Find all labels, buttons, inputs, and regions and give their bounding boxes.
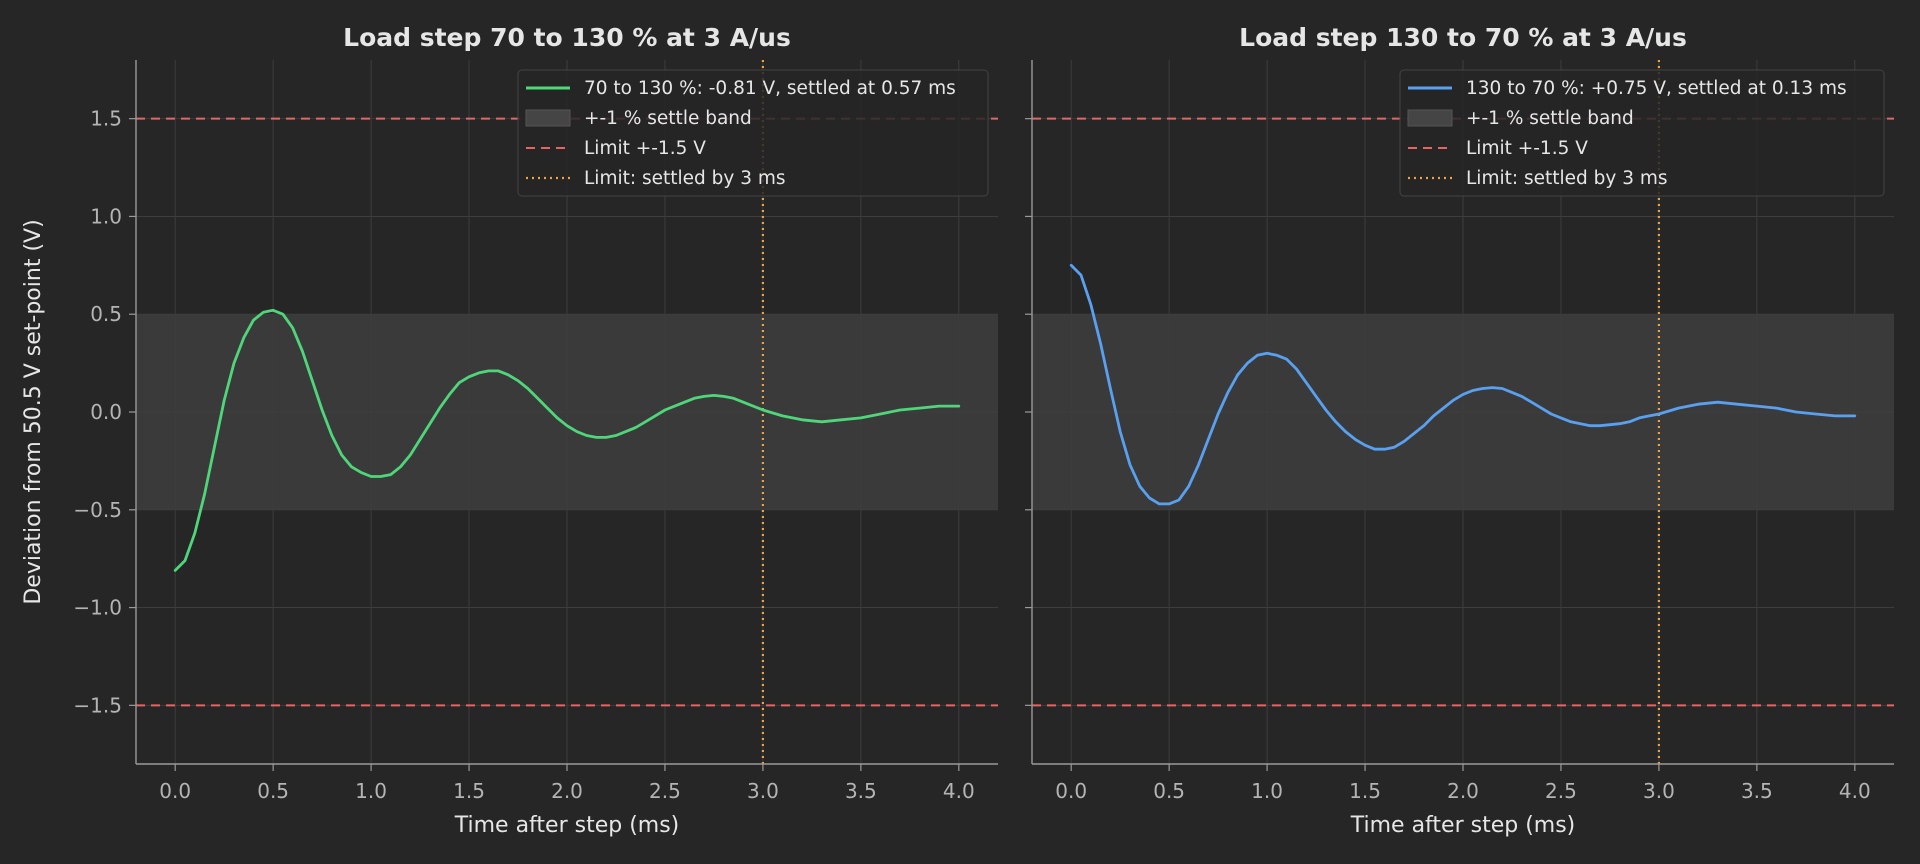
legend-box	[517, 69, 989, 197]
legend: 130 to 70 %: +0.75 V, settled at 0.13 ms…	[1399, 69, 1885, 197]
x-tick-label: 3.5	[1741, 779, 1773, 803]
chart-title: Load step 130 to 70 % at 3 A/us	[1239, 23, 1687, 52]
legend: 70 to 130 %: -0.81 V, settled at 0.57 ms…	[517, 69, 989, 197]
x-tick-label: 4.0	[1839, 779, 1871, 803]
series-line	[1069, 263, 1857, 506]
legend-box	[1399, 69, 1885, 197]
y-tick-label: 0.5	[90, 302, 122, 326]
x-axis-label: Time after step (ms)	[454, 813, 680, 838]
legend-label: Limit: settled by 3 ms	[1466, 168, 1668, 189]
legend-label: 130 to 70 %: +0.75 V, settled at 0.13 ms	[1466, 78, 1847, 99]
x-tick-label: 2.0	[1447, 779, 1479, 803]
x-tick-label: 0.0	[159, 779, 191, 803]
x-tick-label: 1.5	[1349, 779, 1381, 803]
y-tick-label: 0.0	[90, 400, 122, 424]
x-tick-label: 1.5	[453, 779, 485, 803]
x-tick-label: 0.0	[1055, 779, 1087, 803]
legend-label: +-1 % settle band	[584, 108, 752, 129]
x-tick-label: 2.5	[649, 779, 681, 803]
chart-title: Load step 70 to 130 % at 3 A/us	[343, 23, 791, 52]
y-tick-label: −0.5	[73, 498, 122, 522]
right-chart-panel: 0.0 0.5 1.0 1.5 2.0 2.5 3.0 3.5 4.0 Load step 130…	[1025, 23, 1894, 838]
legend-label: 70 to 130 %: -0.81 V, settled at 0.57 ms	[584, 78, 956, 99]
left-chart-panel: 0.0 0.5 1.0 1.5 2.0 2.5 3.0 3.5 4.0 −1.5 −1.0 −0.5 0…	[73, 23, 998, 838]
x-tick-label: 3.0	[1643, 779, 1675, 803]
x-tick-label: 0.5	[257, 779, 289, 803]
x-tick-label: 4.0	[943, 779, 975, 803]
legend-band-handle	[525, 109, 571, 127]
series-line	[173, 308, 961, 572]
x-tick-label: 2.0	[551, 779, 583, 803]
legend-band-handle	[1407, 109, 1453, 127]
x-tick-label: 1.0	[355, 779, 387, 803]
legend-label: Limit: settled by 3 ms	[584, 168, 786, 189]
x-tick-label: 0.5	[1153, 779, 1185, 803]
x-tick-label: 3.0	[747, 779, 779, 803]
y-tick-label: −1.0	[73, 596, 122, 620]
legend-label: Limit +-1.5 V	[584, 138, 706, 159]
legend-label: +-1 % settle band	[1466, 108, 1634, 129]
x-tick-label: 3.5	[845, 779, 877, 803]
x-tick-label: 2.5	[1545, 779, 1577, 803]
figure-y-axis-label: Deviation from 50.5 V set-point (V)	[21, 219, 46, 604]
x-tick-label: 1.0	[1251, 779, 1283, 803]
y-tick-label: 1.5	[90, 107, 122, 131]
x-axis-label: Time after step (ms)	[1350, 813, 1576, 838]
legend-label: Limit +-1.5 V	[1466, 138, 1588, 159]
y-tick-label: 1.0	[90, 204, 122, 228]
y-tick-label: −1.5	[73, 693, 122, 717]
